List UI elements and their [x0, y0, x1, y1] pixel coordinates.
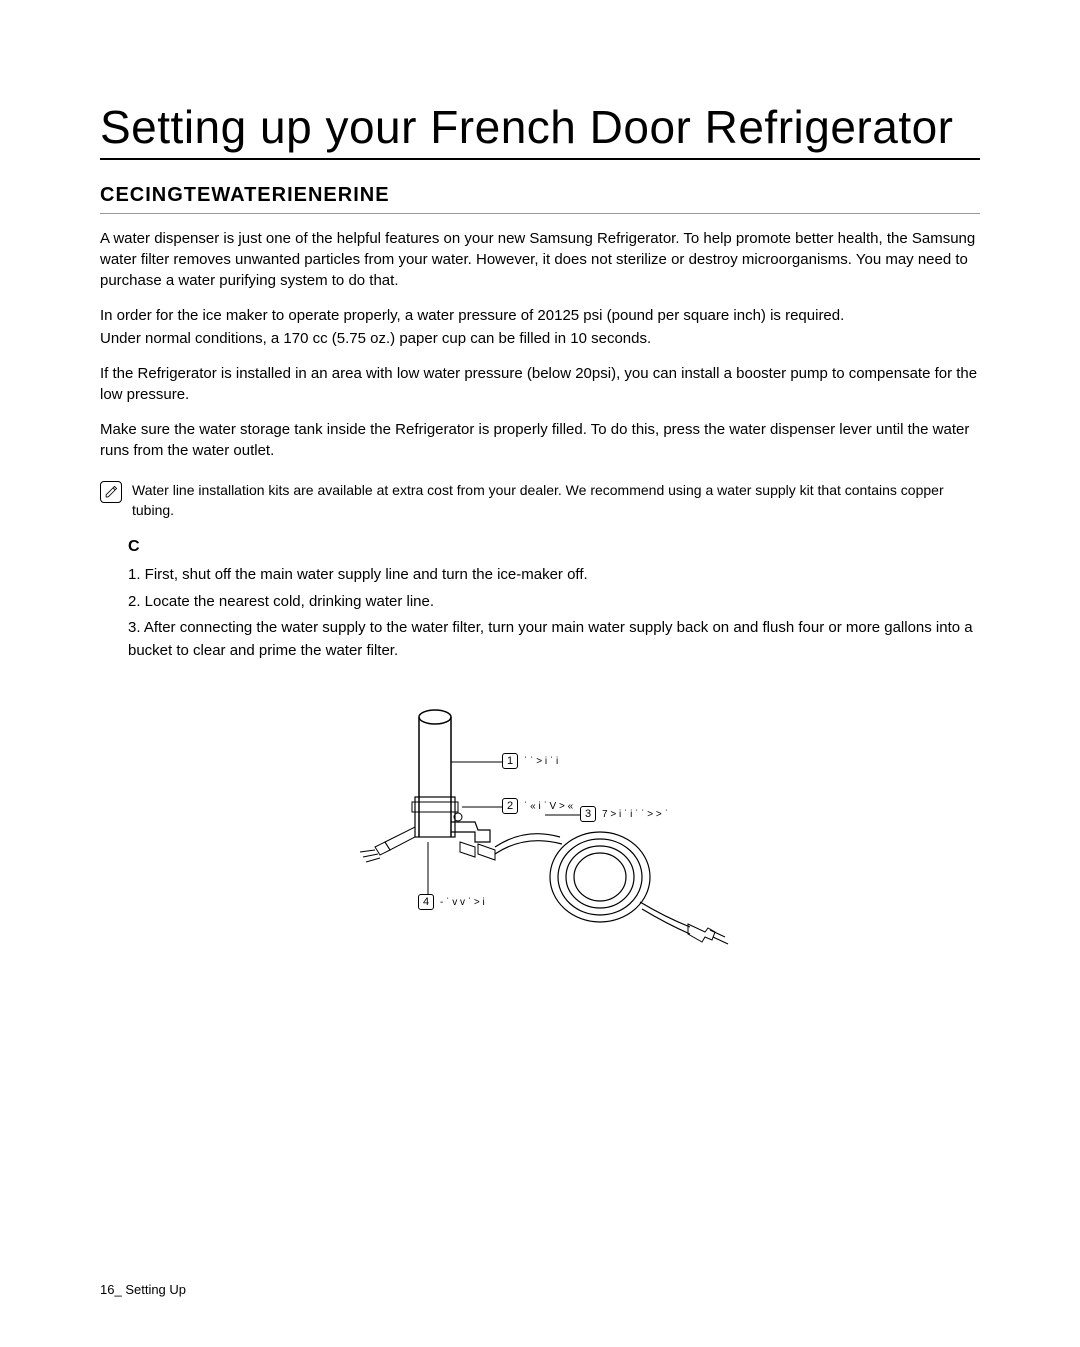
paragraph-pressure: In order for the ice maker to operate pr… [100, 305, 980, 326]
page-number: 16_ [100, 1282, 122, 1297]
paragraph-booster: If the Refrigerator is installed in an a… [100, 363, 980, 405]
callout-3: 3 7 > i ˈ i ˈ ˈ > > ˈ [580, 806, 668, 822]
paragraph-intro: A water dispenser is just one of the hel… [100, 228, 980, 291]
callout-3-num: 3 [580, 806, 596, 822]
callout-2: 2 ˈ « i ˈ V > « [502, 798, 573, 814]
step-2: 2. Locate the nearest cold, drinking wat… [128, 591, 980, 614]
step-3: 3. After connecting the water supply to … [128, 617, 980, 662]
water-line-diagram: 1 ˈ ˈ > i ˈ i 2 ˈ « i ˈ V > « 3 7 > i ˈ … [330, 702, 750, 972]
callout-2-label: ˈ « i ˈ V > « [524, 801, 573, 812]
callout-4-label: - ˈ v v ˈ > i [440, 897, 485, 908]
callout-4-num: 4 [418, 894, 434, 910]
subsection-title: C [128, 538, 980, 556]
callout-1-label: ˈ ˈ > i ˈ i [524, 756, 558, 767]
callout-3-label: 7 > i ˈ i ˈ ˈ > > ˈ [602, 809, 668, 820]
pencil-note-icon [100, 481, 122, 503]
note-container: Water line installation kits are availab… [100, 481, 980, 520]
paragraph-cup: Under normal conditions, a 170 cc (5.75 … [100, 328, 980, 349]
callout-1-num: 1 [502, 753, 518, 769]
steps-list: 1. First, shut off the main water supply… [128, 564, 980, 662]
paragraph-tank: Make sure the water storage tank inside … [100, 419, 980, 461]
footer-section: Setting Up [122, 1282, 186, 1297]
callout-4: 4 - ˈ v v ˈ > i [418, 894, 485, 910]
note-text: Water line installation kits are availab… [132, 481, 980, 520]
callout-2-num: 2 [502, 798, 518, 814]
page-footer: 16_ Setting Up [100, 1282, 186, 1297]
page-title: Setting up your French Door Refrigerator [100, 100, 980, 160]
diagram-container: 1 ˈ ˈ > i ˈ i 2 ˈ « i ˈ V > « 3 7 > i ˈ … [100, 702, 980, 972]
section-heading: CECINGTEWATERIENERINE [100, 184, 980, 214]
step-1: 1. First, shut off the main water supply… [128, 564, 980, 587]
callout-1: 1 ˈ ˈ > i ˈ i [502, 753, 558, 769]
